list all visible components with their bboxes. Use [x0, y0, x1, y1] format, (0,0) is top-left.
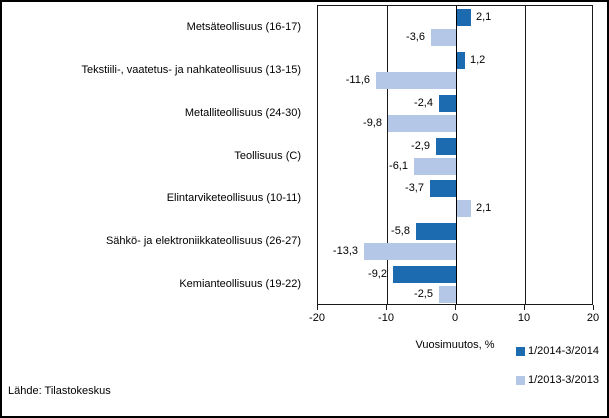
bar	[416, 223, 456, 240]
bar-value-label: -9,8	[363, 117, 382, 129]
category-label: Metalliteollisuus (24-30)	[184, 106, 301, 119]
bar-value-label: -3,6	[406, 31, 425, 43]
source-note: Lähde: Tilastokeskus	[8, 385, 111, 397]
bar	[457, 9, 471, 26]
legend-label: 1/2014-3/2014	[528, 345, 599, 357]
bar-value-label: -13,3	[332, 245, 358, 257]
legend: 1/2014-3/2014 1/2013-3/2013	[516, 344, 599, 402]
category-label: Elintarviketeollisuus (10-11)	[166, 191, 301, 204]
axis-tick	[455, 305, 456, 310]
bar	[457, 200, 471, 217]
category-label: Teollisuus (C)	[234, 149, 301, 162]
legend-item: 1/2013-3/2013	[516, 373, 599, 387]
bar-value-label: -6,1	[389, 160, 408, 172]
category-label: Sähkö- ja elektroniikkateollisuus (26-27…	[105, 234, 301, 247]
bar-value-label: -9,2	[368, 268, 387, 280]
plot-area: 2,1 1,2 -2,4 -2,9 -3,7 -5,8 -9,2 -3,6 -11,6 -9,8 -…	[317, 5, 593, 305]
bar	[457, 52, 465, 69]
bar	[431, 29, 456, 46]
bar	[439, 286, 456, 303]
bar-value-label: -5,8	[391, 225, 410, 237]
bar	[376, 72, 456, 89]
axis-tick	[317, 305, 318, 310]
legend-color-swatch-icon	[516, 375, 525, 385]
bar	[364, 243, 456, 260]
bar-value-label: -2,9	[411, 140, 430, 152]
bar	[439, 95, 456, 112]
category-label: Metsäteollisuus (16-17)	[186, 20, 301, 33]
bar	[414, 158, 456, 175]
category-label: Kemianteollisuus (19-22)	[179, 277, 301, 290]
axis-tick-label: -20	[309, 312, 325, 324]
bar	[388, 115, 456, 132]
category-label: Tekstiili-, vaatetus- ja nahkateollisuus…	[81, 63, 302, 76]
category-axis: Metsäteollisuus (16-17) Tekstiili-, vaate…	[2, 5, 309, 305]
bar-value-label: 1,2	[470, 54, 486, 66]
gridline	[525, 6, 526, 304]
x-axis-title: Vuosimuutos, %	[415, 339, 495, 351]
bar-value-label: -11,6	[345, 74, 370, 86]
axis-tick-label: -10	[378, 312, 394, 324]
gridline	[387, 6, 388, 304]
axis-tick-label: 20	[586, 312, 600, 324]
bar	[393, 266, 456, 283]
bar-value-label: -2,5	[414, 288, 433, 300]
bar-value-label: -2,4	[414, 97, 433, 109]
axis-tick-label: 0	[451, 312, 459, 324]
axis-tick-label: 10	[517, 312, 531, 324]
zero-axis-line	[456, 6, 457, 304]
bar	[436, 138, 456, 155]
bar-value-label: -3,7	[405, 182, 424, 194]
axis-tick	[524, 305, 525, 310]
bar	[430, 180, 456, 197]
legend-color-swatch-icon	[516, 346, 525, 356]
legend-item: 1/2014-3/2014	[516, 344, 599, 358]
legend-label: 1/2013-3/2013	[528, 374, 599, 386]
bar-value-label: 2,1	[476, 11, 492, 23]
bar-value-label: 2,1	[476, 202, 492, 214]
axis-tick	[593, 305, 594, 310]
axis-tick	[386, 305, 387, 310]
